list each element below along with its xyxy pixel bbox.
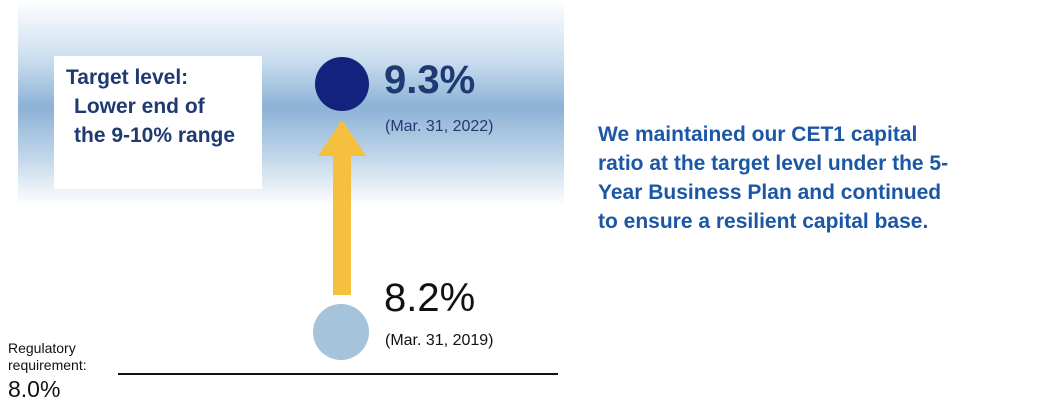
increase-arrow-icon (318, 120, 366, 295)
statement-line1: We maintained our CET1 capital (598, 123, 918, 146)
regulatory-requirement-line (118, 373, 558, 375)
current-ratio-dot (315, 57, 369, 111)
baseline-ratio-value: 8.2% (384, 276, 476, 320)
regulatory-label-line1: Regulatory (8, 340, 76, 356)
baseline-ratio-date: (Mar. 31, 2019) (385, 332, 494, 349)
regulatory-requirement-label: Regulatory requirement: (8, 340, 87, 374)
baseline-ratio-dot (313, 304, 369, 360)
target-level-text-line2: Lower end of (74, 95, 205, 118)
current-ratio-date: (Mar. 31, 2022) (385, 118, 494, 135)
statement-line4: to ensure a resilient capital base. (598, 210, 929, 233)
target-level-text-line3: the 9-10% range (74, 124, 236, 147)
target-level-title: Target level: (66, 66, 189, 89)
statement-line2: ratio at the target level under the 5- (598, 152, 949, 175)
target-level-box: Target level: Lower end of the 9-10% ran… (54, 56, 262, 189)
regulatory-label-line2: requirement: (8, 357, 87, 373)
summary-statement: We maintained our CET1 capital ratio at … (598, 120, 1038, 236)
current-ratio-value: 9.3% (384, 58, 476, 102)
statement-line3: Year Business Plan and continued (598, 181, 942, 204)
regulatory-requirement-value: 8.0% (8, 376, 61, 402)
